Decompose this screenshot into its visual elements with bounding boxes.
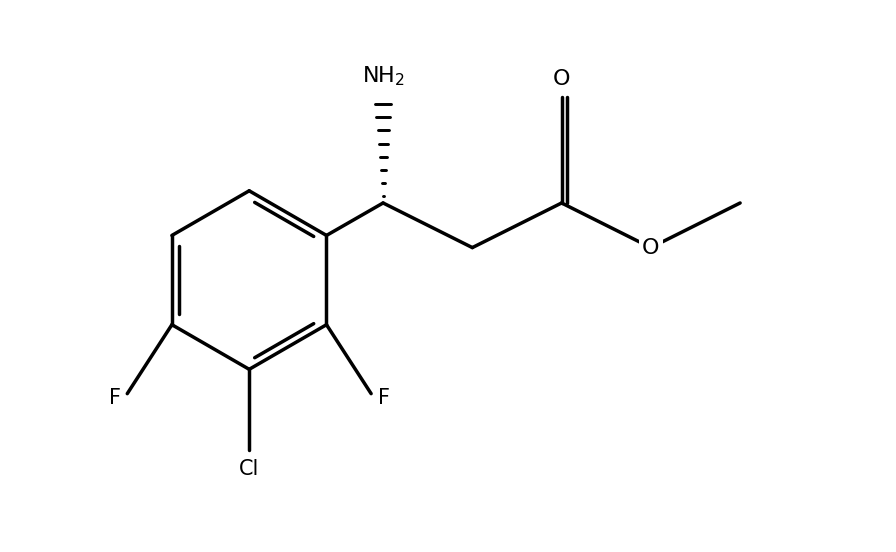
Text: O: O [642,237,659,258]
Text: Cl: Cl [239,459,259,479]
Text: F: F [108,388,121,408]
Text: NH$_2$: NH$_2$ [362,64,405,88]
Text: F: F [377,388,390,408]
Text: O: O [553,70,571,89]
